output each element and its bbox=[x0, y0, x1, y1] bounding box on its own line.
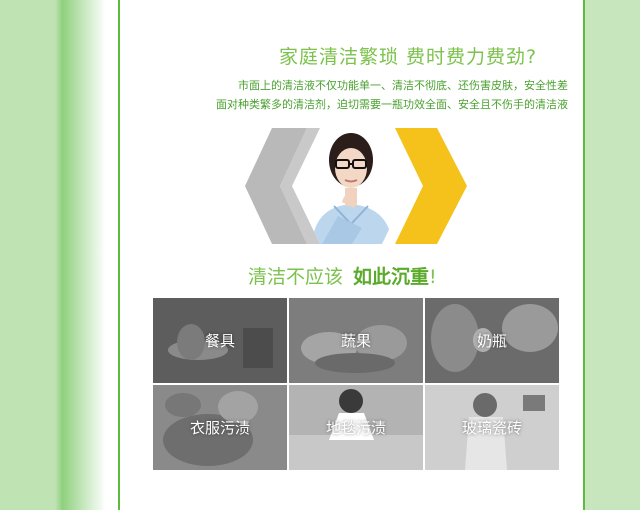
intro-paragraph: 市面上的清洁液不仅功能单一、清洁不彻底、还伤害皮肤，安全性差 面对种类繁多的清洁… bbox=[190, 76, 568, 114]
category-label-baby-bottle: 奶瓶 bbox=[476, 332, 507, 350]
right-decorative-band bbox=[583, 0, 640, 510]
left-decorative-band bbox=[0, 0, 120, 510]
cleaning-categories-grid: 餐具 蔬果 奶瓶 衣服污渍 bbox=[153, 298, 559, 470]
intro-line-1: 市面上的清洁液不仅功能单一、清洁不彻底、还伤害皮肤，安全性差 bbox=[238, 79, 568, 92]
category-label-vegetables: 蔬果 bbox=[340, 332, 371, 350]
category-tile-vegetables: 蔬果 bbox=[289, 298, 423, 383]
slogan-suffix: ! bbox=[429, 266, 437, 288]
category-label-clothing-stains: 衣服污渍 bbox=[189, 419, 250, 437]
slogan: 清洁不应该 如此沉重! bbox=[248, 262, 437, 289]
category-tile-clothing-stains: 衣服污渍 bbox=[153, 385, 287, 470]
page-headline: 家庭清洁繁琐 费时费力费劲? bbox=[279, 46, 538, 68]
category-tile-carpet-stains: 地毯污渍 bbox=[289, 385, 423, 470]
intro-line-2: 面对种类繁多的清洁剂，迫切需要一瓶功效全面、安全且不伤手的清洁液 bbox=[216, 98, 568, 111]
gray-left-chevron bbox=[245, 128, 307, 244]
woman-portrait-image bbox=[292, 128, 410, 244]
category-tile-tableware: 餐具 bbox=[153, 298, 287, 383]
yellow-hex-frame bbox=[395, 128, 467, 244]
slogan-prefix: 清洁不应该 bbox=[248, 266, 344, 288]
category-label-carpet-stains: 地毯污渍 bbox=[325, 419, 386, 437]
category-tile-glass-tiles: 玻璃瓷砖 bbox=[425, 385, 559, 470]
category-tile-baby-bottle: 奶瓶 bbox=[425, 298, 559, 383]
category-label-tableware: 餐具 bbox=[204, 332, 235, 350]
slogan-emphasis: 如此沉重 bbox=[353, 266, 430, 288]
category-label-glass-tiles: 玻璃瓷砖 bbox=[461, 419, 522, 437]
